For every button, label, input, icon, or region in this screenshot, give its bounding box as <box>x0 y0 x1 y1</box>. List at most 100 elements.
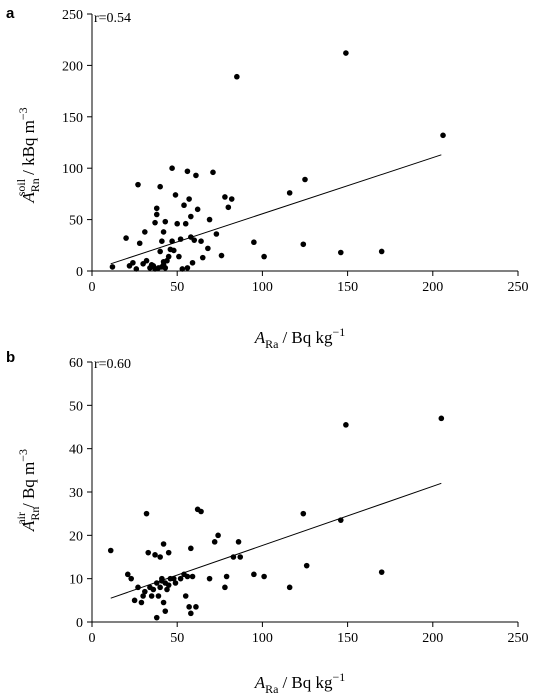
panel-a-data-point <box>205 245 211 252</box>
panel-b-correlation-label: r=0.60 <box>94 357 131 372</box>
panel-b-regression-line <box>110 482 442 599</box>
panel-b-data-point <box>143 510 150 517</box>
panel-b-y-tick-label: 0 <box>76 616 83 631</box>
panel-b-data-point <box>303 562 310 569</box>
panel-a-x-axis-label: ARa / Bq kg−1 <box>254 325 346 351</box>
panel-b-data-point <box>135 584 141 591</box>
panel-a-data-point <box>133 266 140 272</box>
panel-b-y-tick-label: 10 <box>69 573 83 588</box>
panel-a-data-point <box>184 168 191 175</box>
panel-a-data-point <box>177 236 184 242</box>
panel-a-data-point <box>213 231 220 237</box>
panel-b-data-point <box>186 604 192 610</box>
panel-a-data-point <box>179 266 186 272</box>
panel-b-data-point <box>337 517 344 523</box>
panel-a-x-tick-label: 50 <box>170 280 184 295</box>
panel-b-data-point <box>235 539 242 545</box>
panel-a-letter: a <box>6 5 15 22</box>
panel-a-x-label-sub: Ra <box>265 337 279 351</box>
panel-a: a r=0.54 0 50 100 150 200 250050100150200250 … <box>6 5 529 351</box>
panel-b-data-point <box>193 604 199 610</box>
panel-a-data-point <box>210 169 216 176</box>
panel-a-data-point <box>251 239 257 246</box>
panel-b-y-tick-label: 30 <box>69 486 83 501</box>
panel-b-data-point <box>164 586 170 593</box>
panel-a-data-point <box>159 238 165 244</box>
panel-b-x-tick-label: 150 <box>337 631 358 646</box>
panel-a-data-point <box>218 252 225 259</box>
panel-a-data-point <box>157 248 163 255</box>
panel-b-data-point <box>128 575 134 582</box>
panel-a-data-point <box>174 220 180 227</box>
panel-a-data-point <box>302 176 308 183</box>
panel-b-data-point <box>160 599 167 606</box>
panel-a-data-point <box>176 253 182 260</box>
panel-a-data-point <box>225 204 232 211</box>
panel-a-data-point <box>188 213 194 220</box>
panel-a-data-point <box>191 237 198 243</box>
panel-a-data-point <box>206 216 213 223</box>
panel-a-correlation-label: r=0.54 <box>94 11 131 26</box>
panel-b-data-point <box>189 573 196 580</box>
panel-b-data-point <box>438 415 445 422</box>
panel-b-data-point <box>251 571 257 578</box>
panel-b-data-point <box>157 584 163 591</box>
panel-a-data-point <box>378 248 385 255</box>
panel-a-data-point <box>228 196 235 202</box>
panel-a-y-label-exp: −3 <box>16 107 30 120</box>
panel-a-data-point <box>337 249 344 256</box>
panel-a-plot: 0 50 100 150 200 250 0 50 100 150 200 250 <box>62 8 529 295</box>
panel-a-data-point <box>182 220 189 227</box>
panel-a-data-point <box>157 183 163 190</box>
panel-a-data-point <box>222 194 228 200</box>
panel-a-y-label-unit: / kBq m <box>19 120 38 175</box>
panel-b-y-tick-label: 20 <box>69 529 83 544</box>
panel-b-y-label-sub: Rn <box>28 507 42 521</box>
panel-b-data-point <box>131 597 138 604</box>
panel-a-data-point <box>194 206 201 213</box>
panel-b-x-tick-label: 50 <box>170 631 184 646</box>
panel-b-data-point <box>198 508 204 515</box>
panel-a-data-point <box>343 50 349 56</box>
panel-b-data-point <box>160 541 167 547</box>
panel-b-y-label-exp: −3 <box>16 449 30 462</box>
panel-a-y-tick-label: 0 <box>76 265 83 280</box>
panel-a-data-point <box>169 238 175 244</box>
panel-b-data-point <box>153 580 160 586</box>
panel-b-data-point <box>162 608 169 614</box>
panel-b-data-point <box>124 571 131 578</box>
panel-a-y-tick-label: 100 <box>62 162 83 177</box>
panel-b-y-label-unit: / Bq m <box>19 462 38 508</box>
panel-b-x-tick-label: 100 <box>252 631 273 646</box>
panel-a-data-point <box>153 205 160 212</box>
panel-b-x-tick-label: 200 <box>422 631 443 646</box>
panel-a-data-point <box>172 192 179 198</box>
panel-b-data-point <box>223 573 230 580</box>
panel-a-data-point <box>186 196 192 202</box>
panel-b-letter: b <box>6 349 15 366</box>
panel-a-x-tick-label: 200 <box>422 280 443 295</box>
panel-b-y-tick-label: 60 <box>69 356 83 371</box>
panel-a-data-point <box>286 190 293 196</box>
panel-a-data-point <box>261 253 267 260</box>
panel-a-data-point <box>169 165 175 171</box>
panel-a-x-tick-label: 150 <box>337 280 358 295</box>
panel-b-x-axis-label: ARa / Bq kg−1 <box>254 670 346 695</box>
panel-b-data-point <box>170 575 177 582</box>
panel-b-y-label-main: A <box>19 520 38 532</box>
panel-b-data-point <box>157 554 163 560</box>
panel-b-data-point <box>206 575 213 582</box>
panel-a-x-tick-label: 0 <box>89 280 96 295</box>
panel-a-data-point <box>198 238 204 244</box>
panel-a-y-label-main: A <box>19 192 38 204</box>
panel-a-data-point <box>189 259 196 266</box>
panel-b-x-tick-label: 250 <box>508 631 529 646</box>
panel-a-x-label-exp: −1 <box>333 325 346 339</box>
panel-b-data-point <box>152 552 158 558</box>
panel-a-data-point <box>170 247 177 254</box>
panel-b-data-point <box>153 614 160 621</box>
panel-b-x-label-unit: / Bq kg <box>282 673 333 692</box>
panel-a-data-point <box>153 211 160 218</box>
